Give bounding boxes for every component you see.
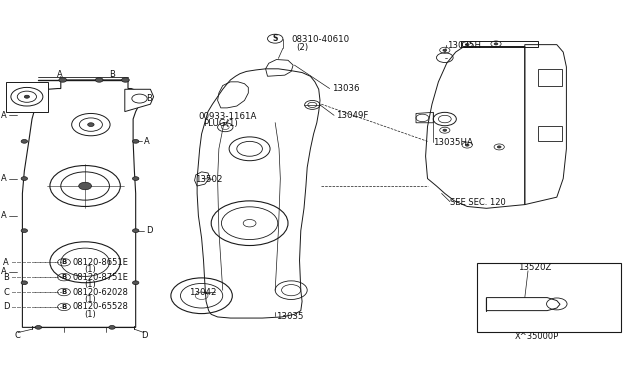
Text: S: S [273,34,278,43]
Circle shape [122,78,129,82]
Text: B: B [61,289,67,295]
Circle shape [132,177,139,180]
Text: (1): (1) [84,295,96,304]
Text: 13035H: 13035H [447,41,481,50]
Text: PLUG(1): PLUG(1) [203,119,237,128]
Circle shape [443,49,447,51]
Text: A: A [3,258,9,267]
Circle shape [132,281,139,285]
Text: B: B [146,94,152,103]
Circle shape [465,144,469,146]
Text: 13042: 13042 [189,288,217,296]
Text: 00933-1161A: 00933-1161A [198,112,257,121]
Polygon shape [125,89,154,112]
Polygon shape [6,82,48,112]
Text: A: A [1,174,7,183]
Text: 13502: 13502 [195,175,223,184]
Circle shape [95,78,103,82]
Text: SEE SEC. 120: SEE SEC. 120 [450,198,506,207]
Text: (1): (1) [84,310,96,319]
Text: A: A [57,70,62,79]
Text: B: B [61,274,67,280]
Text: 13036: 13036 [332,84,359,93]
Text: (1): (1) [84,265,96,274]
Circle shape [21,140,28,143]
Circle shape [21,281,28,285]
Text: A: A [1,111,7,120]
Circle shape [494,43,498,45]
Circle shape [24,95,29,98]
Text: (1): (1) [84,280,96,289]
Circle shape [443,129,447,131]
Text: B: B [109,70,115,79]
Text: 08120-62028: 08120-62028 [72,288,128,296]
Circle shape [132,140,139,143]
Text: B: B [61,259,67,265]
Circle shape [35,326,42,329]
Text: D: D [3,302,10,311]
Text: D: D [141,331,147,340]
Circle shape [21,229,28,232]
Text: C: C [3,288,9,296]
Text: 08120-8751E: 08120-8751E [72,273,128,282]
Bar [477,263,621,332]
Text: 13049F: 13049F [336,111,369,120]
Circle shape [79,182,92,190]
Text: D: D [146,226,152,235]
Text: X^35000P: X^35000P [515,332,559,341]
Circle shape [88,123,94,126]
Circle shape [497,146,501,148]
Circle shape [132,229,139,232]
Text: 13520Z: 13520Z [518,263,552,272]
Text: B: B [3,273,9,282]
Circle shape [109,326,115,329]
Circle shape [465,44,469,46]
Text: 13035: 13035 [276,312,304,321]
Text: 13035HA: 13035HA [433,138,473,147]
Text: A: A [1,267,7,276]
Text: 08120-8651E: 08120-8651E [72,258,128,267]
Text: A: A [144,137,150,146]
Text: C: C [15,331,21,340]
Bar [538,126,562,141]
Text: B: B [61,304,67,310]
Text: A: A [1,211,7,220]
Circle shape [21,177,28,180]
Bar [538,69,562,86]
Text: (2): (2) [296,43,308,52]
Circle shape [59,78,67,82]
Text: 08120-65528: 08120-65528 [72,302,128,311]
Text: 08310-40610: 08310-40610 [291,35,349,44]
